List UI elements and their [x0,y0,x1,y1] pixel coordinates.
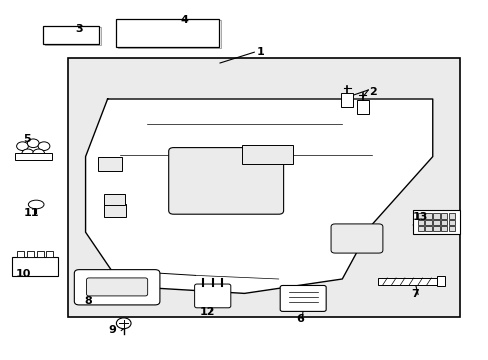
Bar [432,226,439,231]
Bar [15,153,52,160]
Bar [242,145,293,164]
Bar [425,220,431,225]
Bar [440,220,447,225]
Text: 13: 13 [411,212,427,222]
Text: 10: 10 [16,269,31,279]
Circle shape [22,149,34,158]
Bar [27,251,34,257]
Text: 7: 7 [410,289,418,300]
Text: 1: 1 [256,47,264,57]
Bar [12,257,58,276]
Bar [432,220,439,225]
Bar [417,226,423,231]
Circle shape [116,318,131,329]
Text: 5: 5 [23,134,31,144]
Text: 11: 11 [23,208,39,218]
Text: 12: 12 [199,307,215,318]
Text: 6: 6 [295,314,303,324]
Text: 8: 8 [84,296,92,306]
Bar [377,278,438,285]
FancyBboxPatch shape [330,224,382,253]
Bar [104,194,124,205]
FancyBboxPatch shape [86,278,147,296]
Circle shape [27,139,39,148]
Circle shape [38,142,50,150]
Text: 9: 9 [108,325,116,336]
FancyBboxPatch shape [280,285,325,311]
Bar [98,157,122,171]
Bar [440,213,447,219]
Bar [417,220,423,225]
Bar [37,251,43,257]
Ellipse shape [28,200,44,209]
Bar [356,100,368,114]
Bar [436,276,444,286]
Bar [425,226,431,231]
Bar [103,204,126,217]
FancyBboxPatch shape [168,148,283,214]
Bar [17,251,24,257]
Text: 3: 3 [76,24,83,34]
Bar [448,226,454,231]
Bar [116,19,219,47]
Text: 4: 4 [181,15,188,25]
Polygon shape [85,99,432,293]
Bar [432,213,439,219]
Bar [440,226,447,231]
Bar [46,251,53,257]
Bar [341,93,352,107]
Bar [68,58,459,317]
FancyBboxPatch shape [194,284,230,308]
Bar [448,213,454,219]
Bar [417,213,423,219]
Bar [45,27,101,45]
Bar [448,220,454,225]
Text: 2: 2 [368,87,376,97]
Bar [412,210,459,234]
FancyBboxPatch shape [74,270,160,305]
Bar [425,213,431,219]
Circle shape [17,142,28,150]
Circle shape [33,149,44,158]
Bar [43,26,99,44]
Bar [118,20,221,48]
